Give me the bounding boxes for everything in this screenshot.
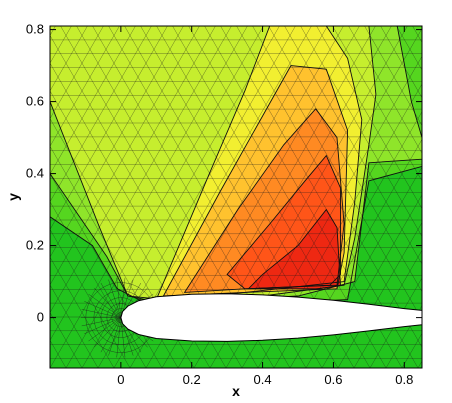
- contour-line-5: [162, 65, 349, 297]
- mesh-line: [50, 26, 184, 258]
- y-tick-label: 0.6: [26, 94, 44, 109]
- mesh-line: [50, 201, 147, 368]
- y-tick-label: 0: [37, 310, 44, 325]
- mesh-line: [50, 256, 115, 368]
- mesh-ray: [108, 317, 122, 356]
- mesh-ray: [116, 277, 122, 318]
- mesh-line: [50, 26, 216, 314]
- mesh-ray: [100, 317, 122, 353]
- mesh-line: [50, 26, 232, 341]
- x-axis-label: x: [232, 383, 240, 399]
- mesh-line: [380, 26, 422, 99]
- contour-line-4: [155, 26, 363, 301]
- x-tick-label: 0.6: [324, 372, 342, 387]
- x-tick-label: 0: [117, 372, 124, 387]
- mesh-line: [50, 284, 99, 368]
- y-tick-label: 0.4: [26, 166, 44, 181]
- mesh-line: [50, 26, 104, 120]
- contour-line-8: [247, 208, 341, 290]
- contour-line-2: [50, 26, 422, 304]
- contour-line-7: [226, 154, 341, 290]
- mesh-line: [417, 360, 422, 368]
- mesh-ray: [116, 317, 122, 358]
- mesh-line: [434, 26, 452, 368]
- plot-area: [0, 26, 452, 368]
- mesh-line: [316, 26, 422, 210]
- airfoil-shape: [120, 293, 422, 342]
- mesh-line: [50, 228, 131, 368]
- mesh-line: [445, 26, 452, 368]
- mesh-ray: [88, 317, 122, 342]
- mesh-ray: [84, 317, 121, 335]
- x-tick-label: 0.2: [183, 372, 201, 387]
- y-tick-label: 0.8: [26, 22, 44, 37]
- mesh-line: [300, 26, 422, 237]
- mesh-line: [65, 26, 264, 368]
- mesh-line: [50, 26, 136, 175]
- mesh-line: [50, 26, 88, 92]
- mesh-ray: [81, 317, 121, 327]
- mesh-line: [429, 26, 452, 368]
- mesh-line: [50, 26, 200, 286]
- y-tick-label: 0.2: [26, 238, 44, 253]
- mesh-line: [0, 26, 2, 368]
- mesh-ray: [88, 293, 122, 318]
- mesh-line: [50, 26, 120, 147]
- y-axis: 0 0.2 0.4 0.6 0.8: [26, 22, 422, 325]
- x-tick-label: 0.4: [254, 372, 272, 387]
- mesh-line: [284, 26, 422, 265]
- x-tick-label: 0.8: [395, 372, 413, 387]
- mesh-ray: [93, 287, 122, 318]
- mesh-ray: [84, 301, 121, 318]
- x-axis: 0 0.2 0.4 0.6 0.8: [117, 26, 413, 387]
- contour-lines: [50, 26, 422, 308]
- mesh-ray: [120, 277, 126, 318]
- mesh-line: [348, 26, 422, 154]
- y-axis-label: y: [5, 193, 21, 201]
- mesh-line: [364, 26, 422, 127]
- mesh-ray: [120, 317, 126, 358]
- mesh-ray: [100, 282, 122, 318]
- mesh-line: [50, 26, 168, 230]
- mesh-line: [268, 26, 422, 293]
- mesh-ray: [108, 279, 122, 318]
- plot-frame: [49, 25, 423, 369]
- mesh-ray: [93, 317, 122, 348]
- mesh-line: [50, 26, 248, 368]
- contour-line-3: [50, 26, 377, 301]
- mesh-ray: [81, 309, 121, 318]
- mesh-line: [332, 26, 422, 182]
- mesh-line: [50, 26, 152, 203]
